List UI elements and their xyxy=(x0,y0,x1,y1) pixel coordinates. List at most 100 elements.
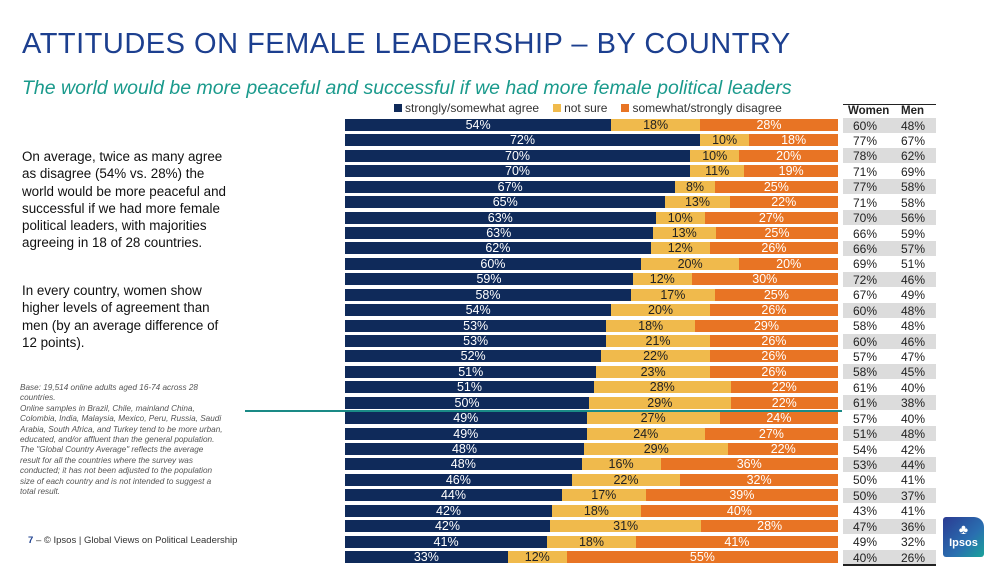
data-label: 20% xyxy=(776,148,802,163)
data-label: 65% xyxy=(492,195,518,210)
summary-paragraph-1: On average, twice as many agree as disag… xyxy=(22,149,226,251)
bar-agree: 42% xyxy=(345,520,550,532)
men-value: 45% xyxy=(901,365,926,380)
bar-agree: 70% xyxy=(345,150,691,162)
women-value: 54% xyxy=(853,442,878,457)
data-label: 54% xyxy=(465,303,491,318)
bar-disagree: 22% xyxy=(730,381,838,394)
data-label: 13% xyxy=(671,226,697,240)
data-label: 10% xyxy=(712,133,738,148)
gender-table-row: 71% 69% xyxy=(843,164,936,179)
data-label: 27% xyxy=(758,210,784,225)
gender-table-row: 72% 46% xyxy=(843,271,936,287)
bar-not-sure: 13% xyxy=(652,226,716,240)
page-number: 7 xyxy=(28,535,34,546)
women-value: 66% xyxy=(853,241,878,256)
bar-disagree: 28% xyxy=(699,119,838,131)
bar-agree: 63% xyxy=(345,211,656,224)
bar-not-sure: 16% xyxy=(581,458,661,471)
men-value: 32% xyxy=(901,535,926,550)
bar-agree: 49% xyxy=(345,427,587,440)
data-label: 19% xyxy=(778,164,804,179)
bar-disagree: 36% xyxy=(660,458,838,471)
data-label: 28% xyxy=(649,380,675,395)
bar-disagree: 27% xyxy=(704,210,838,225)
gender-table-row: 54% 42% xyxy=(843,442,936,457)
men-value: 48% xyxy=(901,118,926,133)
data-label: 32% xyxy=(746,472,772,487)
data-label: 17% xyxy=(660,287,686,302)
data-label: 20% xyxy=(677,256,703,271)
bar-agree: 65% xyxy=(345,195,666,210)
women-value: 66% xyxy=(853,226,878,241)
data-label: 18% xyxy=(583,503,609,518)
men-value: 47% xyxy=(901,349,926,364)
men-value: 58% xyxy=(901,180,926,195)
data-label: 30% xyxy=(752,272,778,287)
men-value: 58% xyxy=(901,195,926,210)
gender-table-row: 53% 44% xyxy=(843,456,936,472)
bar-disagree: 22% xyxy=(729,196,838,208)
tree-icon: ♣ xyxy=(958,521,969,537)
data-label: 18% xyxy=(643,118,669,132)
data-label: 70% xyxy=(505,164,531,179)
bar-disagree: 41% xyxy=(635,535,838,548)
bar-agree: 53% xyxy=(345,335,607,347)
bar-disagree: 18% xyxy=(749,134,838,147)
ipsos-logo: ♣ Ipsos xyxy=(943,517,984,557)
data-label: 27% xyxy=(758,426,784,441)
bar-disagree: 24% xyxy=(719,412,838,424)
bar-agree: 54% xyxy=(345,119,612,131)
bar-not-sure: 13% xyxy=(665,196,730,208)
bar-not-sure: 17% xyxy=(630,287,715,302)
data-label: 33% xyxy=(413,550,439,565)
men-value: 56% xyxy=(901,211,926,226)
bar-agree: 41% xyxy=(345,535,548,548)
data-label: 29% xyxy=(643,442,669,457)
bar-not-sure: 12% xyxy=(632,273,692,286)
data-label: 26% xyxy=(761,303,787,318)
gender-table-row: 61% 38% xyxy=(843,395,936,411)
gender-table-row: 60% 48% xyxy=(843,302,936,318)
women-value: 60% xyxy=(853,303,878,318)
men-value: 36% xyxy=(901,519,926,534)
men-value: 69% xyxy=(901,164,926,179)
data-label: 18% xyxy=(638,318,664,333)
bar-agree: 58% xyxy=(345,288,631,301)
data-label: 22% xyxy=(771,395,797,410)
data-label: 22% xyxy=(613,472,639,487)
gender-table-row: 57% 40% xyxy=(843,411,936,426)
bar-disagree: 22% xyxy=(728,443,838,455)
gender-table-row: 60% 48% xyxy=(843,117,936,133)
bar-not-sure: 22% xyxy=(601,350,710,363)
bar-not-sure: 8% xyxy=(675,180,715,193)
legend-item-not-sure: not sure xyxy=(553,101,607,115)
bar-not-sure: 11% xyxy=(690,165,745,178)
data-label: 40% xyxy=(726,503,752,518)
men-value: 62% xyxy=(901,149,926,164)
data-label: 22% xyxy=(770,442,796,457)
note-samples: Online samples in Brazil, Chile, mainlan… xyxy=(20,403,223,445)
bar-not-sure: 18% xyxy=(611,119,700,131)
chart-legend: strongly/somewhat agree not sure somewha… xyxy=(394,101,782,115)
bar-agree: 62% xyxy=(345,242,651,255)
bar-disagree: 40% xyxy=(640,503,838,518)
women-value: 70% xyxy=(853,211,878,226)
data-label: 39% xyxy=(729,488,755,503)
data-label: 24% xyxy=(633,426,659,441)
men-value: 38% xyxy=(901,396,926,411)
data-label: 44% xyxy=(440,488,466,503)
bar-disagree: 19% xyxy=(744,164,838,179)
data-label: 63% xyxy=(486,226,512,240)
bar-agree: 54% xyxy=(345,303,612,318)
gender-table-row: 71% 58% xyxy=(843,195,936,210)
data-label: 27% xyxy=(640,411,666,426)
bar-agree: 52% xyxy=(345,350,602,363)
data-label: 60% xyxy=(480,256,506,271)
footer: 7 – © Ipsos | Global Views on Political … xyxy=(28,535,237,546)
women-value: 58% xyxy=(853,365,878,380)
bar-disagree: 26% xyxy=(709,350,838,363)
data-label: 29% xyxy=(753,318,780,333)
data-label: 48% xyxy=(451,442,478,457)
women-value: 60% xyxy=(853,334,878,349)
